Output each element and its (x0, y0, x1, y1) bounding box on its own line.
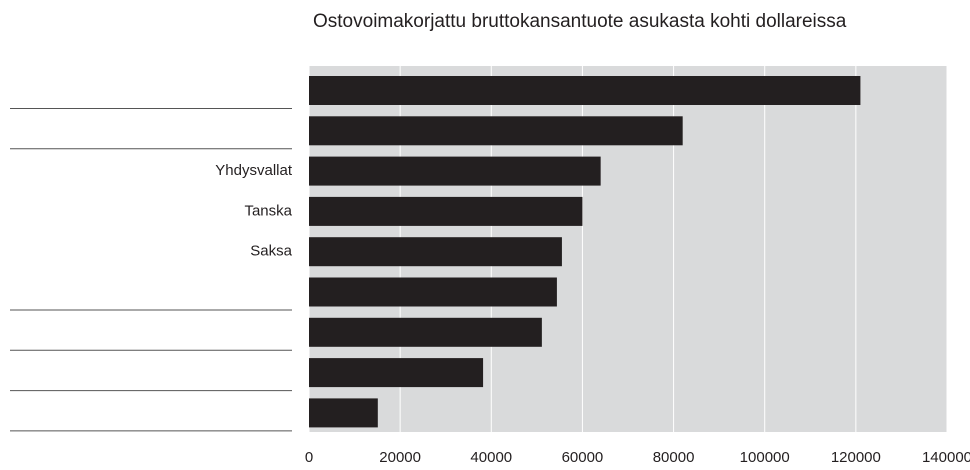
bar (309, 196, 583, 226)
bar (309, 277, 557, 307)
bar (309, 317, 542, 347)
x-tick-label: 20000 (379, 449, 421, 466)
y-tick-label: Yhdysvallat (215, 162, 293, 179)
x-tick-label: 140000 (922, 449, 970, 466)
x-tick-label: 0 (305, 449, 313, 466)
bar (309, 116, 683, 146)
x-tick-label: 100000 (740, 449, 790, 466)
bar (309, 76, 861, 105)
bar (309, 156, 601, 186)
bar (309, 358, 484, 388)
x-tick-label: 80000 (653, 449, 695, 466)
bar (309, 398, 378, 428)
bar (309, 237, 562, 267)
x-tick-label: 60000 (562, 449, 604, 466)
y-tick-label: Saksa (250, 243, 292, 260)
x-tick-label: 120000 (831, 449, 881, 466)
chart-title: Ostovoimakorjattu bruttokansantuote asuk… (313, 11, 847, 32)
y-tick-label: Tanska (244, 202, 292, 219)
x-tick-label: 40000 (470, 449, 512, 466)
